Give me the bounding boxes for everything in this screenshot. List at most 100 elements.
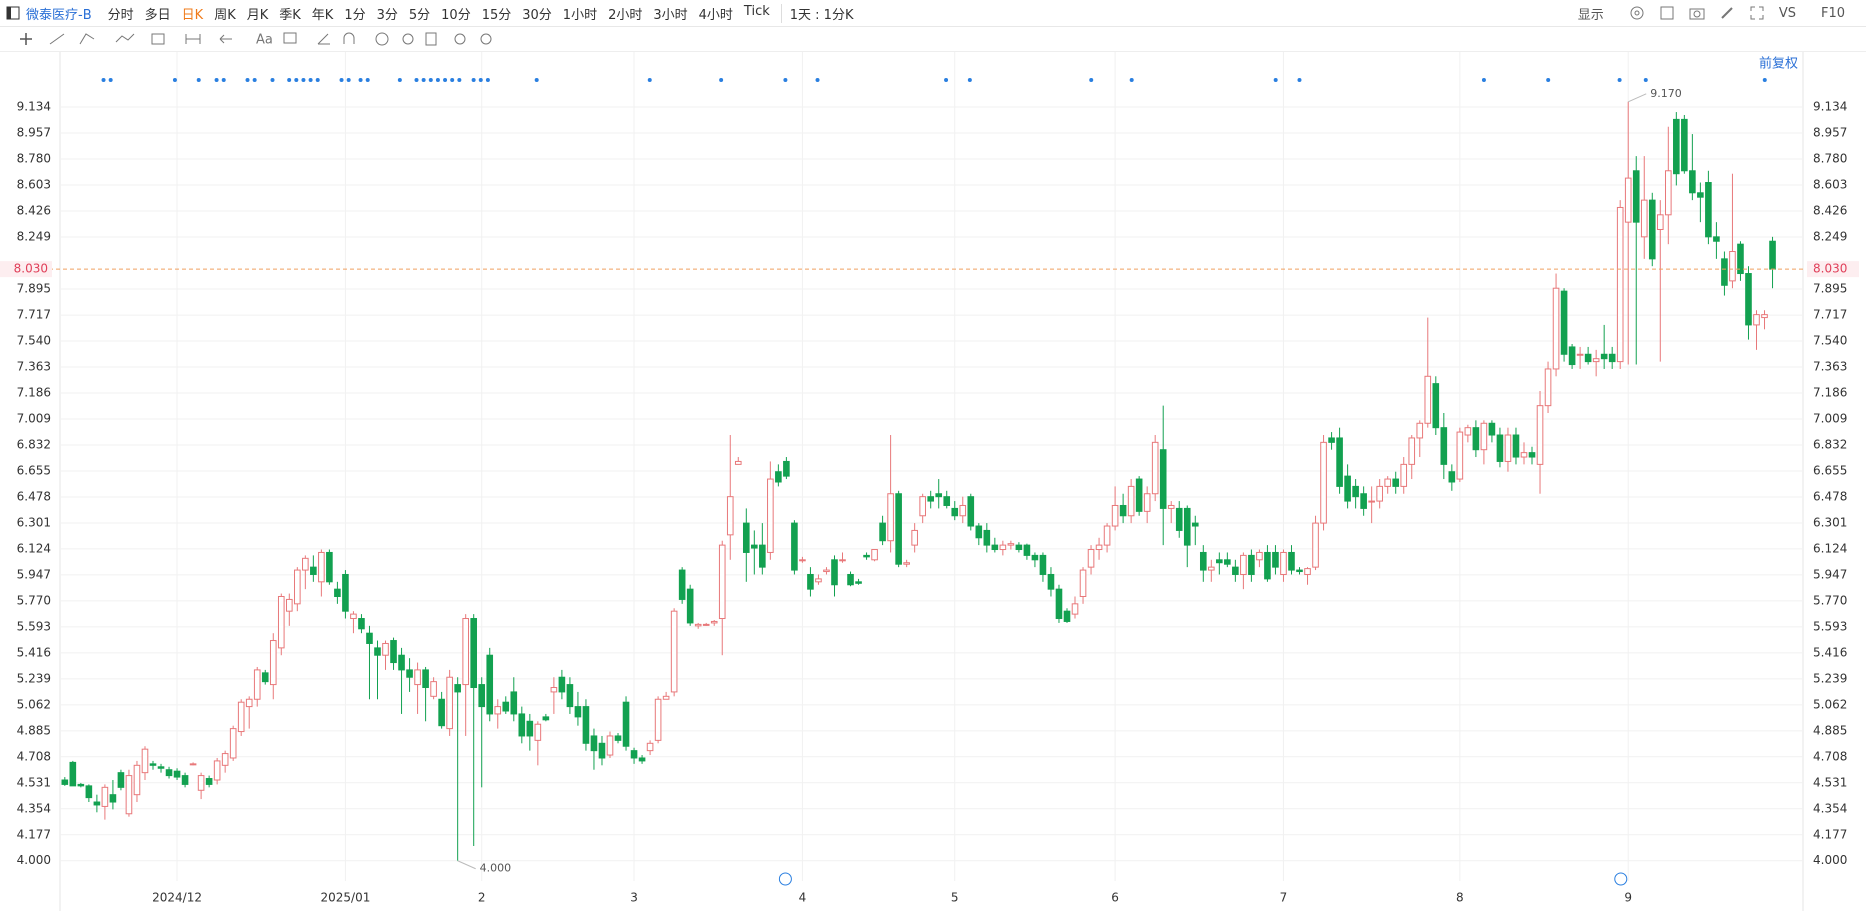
y-tick-label-right: 7.009 [1813, 412, 1847, 426]
candle-body [366, 632, 373, 644]
lock-tool[interactable] [402, 33, 414, 45]
event-marker [172, 78, 177, 82]
candle-body [398, 654, 405, 671]
candle-body [1424, 375, 1432, 424]
display-menu[interactable]: 显示 [1577, 7, 1604, 23]
text-tool[interactable]: Aa [256, 33, 273, 48]
period-tab[interactable]: 3小时 [653, 7, 688, 23]
event-marker [1617, 78, 1622, 82]
candle-body [1264, 551, 1271, 580]
candle-body [1232, 566, 1239, 575]
camera-icon[interactable] [1689, 5, 1705, 21]
vs-button[interactable]: VS [1778, 5, 1796, 21]
candle-body [1376, 485, 1383, 502]
event-marker [414, 78, 419, 82]
pen-icon[interactable] [1719, 5, 1735, 21]
right-tools: 显示 VS F10 [1578, 0, 1856, 26]
symbol[interactable]: 微泰医疗-B [26, 7, 92, 23]
measure-tool[interactable] [185, 34, 201, 44]
candle-body [374, 647, 381, 656]
period-tab[interactable]: 日K [181, 7, 204, 23]
period-tab[interactable]: 4小时 [698, 7, 733, 23]
candle-body [1240, 554, 1247, 575]
x-tick-label: 2025/01 [320, 891, 370, 905]
channel-tool[interactable] [79, 33, 95, 45]
candle-body [1360, 493, 1367, 509]
candle-body [189, 763, 197, 766]
layout-icon[interactable] [1659, 5, 1675, 21]
period-tab[interactable]: 月K [246, 7, 269, 23]
event-marker [450, 78, 455, 82]
y-tick-label-right: 6.832 [1813, 437, 1847, 451]
candle-body [310, 566, 317, 575]
last-price-box [0, 261, 52, 278]
settings-tool[interactable] [480, 33, 492, 45]
y-tick-label-right: 8.426 [1813, 203, 1847, 217]
y-tick-label: 5.593 [17, 619, 51, 633]
note-tool[interactable] [283, 32, 297, 44]
y-tick-label-right: 7.895 [1813, 281, 1847, 295]
move-tool[interactable] [20, 33, 32, 45]
candle-body [638, 757, 646, 762]
hide-tool[interactable] [375, 32, 389, 46]
candle-body [1336, 437, 1343, 487]
y-tick-label-right: 6.655 [1813, 463, 1847, 477]
event-marker [221, 78, 226, 82]
event-marker [478, 78, 483, 82]
wave-tool[interactable] [115, 33, 135, 43]
magnet-tool[interactable] [343, 32, 355, 44]
period-tab[interactable]: 10分 [441, 7, 471, 23]
drawing-toolbar: Aa [0, 27, 1866, 52]
line-tool[interactable] [49, 33, 65, 45]
expand-icon[interactable] [1749, 5, 1765, 21]
period-tab[interactable]: 5分 [408, 7, 431, 23]
period-tab[interactable]: 多日 [144, 7, 171, 23]
delete-tool[interactable] [425, 32, 437, 46]
y-tick-label-right: 7.540 [1813, 334, 1847, 348]
adjust-label[interactable]: 前复权 [1759, 56, 1798, 72]
candle-body [125, 775, 133, 815]
candle-body [1183, 507, 1191, 546]
candle-body [1408, 437, 1416, 465]
candle-body [1031, 554, 1039, 561]
candle-body [903, 562, 910, 565]
panel-icon[interactable] [6, 6, 20, 20]
chart-tool[interactable] [151, 33, 165, 45]
candle-body [285, 598, 293, 612]
candle-body [654, 698, 662, 741]
period-tab[interactable]: 3分 [376, 7, 398, 23]
period-tab[interactable]: 季K [279, 7, 301, 23]
settings-icon[interactable] [1629, 5, 1645, 21]
candle-body [943, 496, 951, 506]
y-tick-label: 4.000 [17, 853, 51, 867]
period-tab[interactable]: 1分 [344, 7, 366, 23]
candle-body [1753, 314, 1760, 326]
y-tick-label: 6.478 [17, 489, 51, 503]
candle-body [141, 748, 149, 774]
interval[interactable]: 1天 : 1分K [780, 3, 853, 23]
angle-tool[interactable] [317, 33, 330, 45]
candle-body [1087, 549, 1095, 568]
period-tab[interactable]: 2小时 [608, 7, 643, 23]
arrow-tool[interactable] [219, 34, 232, 44]
period-tab[interactable]: 年K [311, 7, 334, 23]
y-tick-label-right: 4.531 [1813, 775, 1847, 789]
y-tick-label: 6.832 [17, 437, 51, 451]
candle-body [1689, 170, 1696, 194]
period-tab[interactable]: Tick [743, 3, 770, 19]
candle-body [1480, 422, 1488, 451]
period-tab[interactable]: 周K [214, 7, 236, 23]
y-tick-label: 8.249 [17, 229, 51, 243]
f10-button[interactable]: F10 [1820, 5, 1845, 21]
period-tab[interactable]: 1小时 [562, 7, 598, 23]
period-tab[interactable]: 30分 [522, 7, 552, 23]
period-tab[interactable]: 分时 [107, 7, 134, 23]
period-tab[interactable]: 15分 [481, 7, 512, 23]
event-marker [270, 78, 275, 82]
candle-body [726, 496, 734, 536]
candle-body [670, 610, 678, 693]
candle-body [390, 640, 397, 664]
compare-tool[interactable] [454, 33, 466, 45]
candle-body [1288, 551, 1295, 571]
